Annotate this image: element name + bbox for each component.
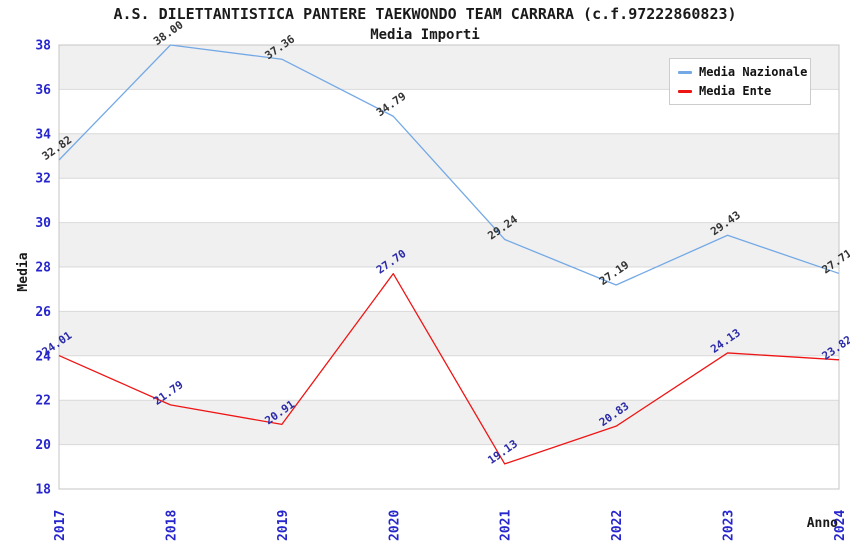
plot-band (59, 444, 839, 489)
legend-label-media-ente: Media Ente (699, 84, 772, 98)
legend-item-media-ente: Media Ente (678, 84, 810, 98)
plot-band (59, 311, 839, 356)
legend-item-media-nazionale: Media Nazionale (678, 65, 810, 79)
y-tick-label: 36 (35, 83, 51, 98)
plot-band (59, 400, 839, 445)
chart-title: A.S. DILETTANTISTICA PANTERE TAEKWONDO T… (113, 5, 737, 23)
y-tick-label: 38 (35, 39, 51, 54)
chart-subtitle: Media Importi (370, 27, 480, 43)
legend-swatch-media-ente-icon (678, 89, 692, 93)
y-tick-label: 22 (35, 394, 51, 409)
x-tick-label: 2019 (276, 510, 291, 541)
series-line-media-nazionale (58, 44, 840, 286)
y-axis-label: Media (16, 252, 31, 291)
x-tick-label: 2020 (387, 510, 402, 541)
x-tick-label: 2024 (833, 510, 848, 541)
legend-swatch-media-nazionale-icon (678, 70, 692, 74)
y-tick-label: 34 (35, 127, 51, 142)
y-tick-label: 26 (35, 305, 51, 320)
legend: Media Nazionale Media Ente (669, 58, 811, 105)
plot-band (59, 178, 839, 223)
legend-label-media-nazionale: Media Nazionale (699, 65, 808, 79)
x-tick-label: 2021 (499, 510, 514, 541)
y-tick-label: 24 (35, 349, 51, 364)
y-tick-label: 28 (35, 261, 51, 276)
series-line-media-ente (58, 273, 840, 465)
x-axis-label: Anno (806, 516, 838, 531)
y-tick-label: 18 (35, 483, 51, 498)
y-tick-label: 20 (35, 438, 51, 453)
y-tick-label: 32 (35, 172, 51, 187)
plot-border (58, 44, 840, 490)
plot-band (59, 133, 839, 179)
x-tick-label: 2023 (722, 510, 737, 541)
x-tick-label: 2018 (164, 510, 179, 541)
plot-band (59, 355, 839, 401)
plot-band (59, 267, 839, 312)
x-tick-label: 2017 (53, 510, 68, 541)
y-tick-label: 30 (35, 216, 51, 231)
x-tick-label: 2022 (610, 510, 625, 541)
plot-band (59, 222, 839, 267)
